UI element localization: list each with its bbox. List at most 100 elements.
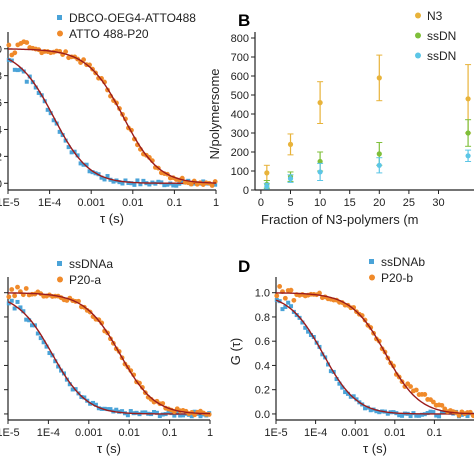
data-point [108, 407, 113, 412]
data-point [334, 377, 339, 382]
y-tick-label: 1.0 [0, 44, 2, 56]
legend-marker [369, 274, 375, 281]
x-tick-label: 1 [207, 427, 213, 439]
x-tick-label: 30 [432, 197, 444, 209]
data-point [174, 183, 179, 188]
data-point [48, 111, 53, 116]
data-point [397, 413, 402, 418]
panel-c: 1E-5 1E-4 0.001 0.01 0.1 1 τ (s) [0, 277, 213, 456]
data-point [75, 153, 80, 158]
data-point [129, 181, 134, 186]
data-point [135, 178, 140, 183]
series-ssDN [263, 149, 472, 190]
data-point [328, 369, 333, 374]
data-point [51, 118, 56, 123]
data-point [154, 410, 159, 415]
data-point [12, 306, 17, 311]
data-point [6, 294, 12, 300]
y-tick-label: 0.2 [255, 385, 270, 397]
data-point [120, 409, 125, 414]
data-point [408, 384, 413, 389]
data-point [439, 410, 444, 415]
data-point [337, 381, 342, 386]
data-point [57, 129, 62, 134]
x-tick-label: 10 [314, 197, 326, 209]
x-tick-label: 1E-4 [37, 427, 60, 439]
legend-marker [415, 52, 421, 59]
series-DBCO-OEG4-ATTO488 [6, 57, 218, 188]
data-point [459, 412, 464, 417]
data-point [105, 174, 110, 179]
panel-b: 0 5 10 15 20 25 300100200300400500600700800Fra… [207, 32, 474, 227]
data-point [15, 68, 20, 73]
data-point [306, 329, 311, 334]
data-point [147, 182, 152, 187]
data-point [425, 411, 430, 416]
data-point [66, 145, 71, 150]
data-point [348, 394, 353, 399]
data-point [91, 400, 96, 405]
data-point [385, 411, 390, 416]
data-point [47, 351, 52, 356]
data-point [351, 394, 356, 399]
data-point [172, 413, 177, 418]
data-point [198, 414, 203, 419]
data-point [120, 181, 125, 186]
data-point [180, 180, 185, 185]
series-ssDN [263, 119, 472, 189]
data-point [128, 409, 133, 414]
x-tick-label: 25 [403, 197, 415, 209]
data-point [111, 179, 116, 184]
legend-label: P20-a [69, 273, 101, 287]
data-point [102, 177, 107, 182]
series-ATTO 488-P20 [6, 39, 218, 188]
y-tick-label: 0.4 [0, 124, 2, 136]
data-point [326, 362, 331, 367]
legend-label: ssDN [427, 29, 456, 43]
data-point [414, 413, 419, 418]
legend-marker [57, 261, 62, 266]
data-point [376, 151, 382, 157]
data-point [27, 318, 32, 323]
data-point [274, 293, 280, 299]
data-point [400, 413, 405, 418]
series-P20-b [274, 284, 474, 419]
legend-label: N3 [427, 9, 443, 23]
y-tick-label: 700 [231, 52, 249, 64]
data-point [287, 141, 294, 147]
data-point [105, 407, 110, 412]
x-axis-label: τ (s) [363, 441, 387, 456]
data-point [33, 85, 38, 90]
legend-marker [57, 15, 62, 20]
series-P20-a [6, 284, 212, 418]
y-tick-label: 0.6 [0, 98, 2, 110]
data-point [78, 161, 83, 166]
y-tick-label: 800 [231, 33, 249, 45]
x-tick-label: 5 [287, 197, 293, 209]
data-point [277, 284, 283, 289]
data-point [134, 410, 139, 415]
data-point [175, 411, 180, 416]
data-point [391, 410, 396, 415]
data-point [439, 402, 445, 408]
y-tick-label: 0.8 [0, 71, 2, 83]
data-point [192, 409, 197, 414]
data-point [413, 387, 419, 393]
data-point [12, 67, 17, 72]
data-point [419, 412, 424, 417]
data-point [90, 170, 95, 175]
data-point [213, 182, 218, 187]
data-point [206, 412, 212, 417]
legend-label: DBCO-OEG4-ATTO488 [69, 11, 196, 25]
data-point [99, 76, 104, 81]
data-point [343, 390, 348, 395]
data-point [63, 49, 69, 55]
data-point [470, 413, 474, 419]
data-point [169, 411, 174, 416]
data-point [18, 67, 23, 72]
y-tick-label: 0.8 [255, 312, 270, 324]
legend-label: ssDNAb [381, 255, 425, 269]
x-tick-label: 0.1 [162, 427, 177, 439]
data-point [6, 42, 12, 48]
